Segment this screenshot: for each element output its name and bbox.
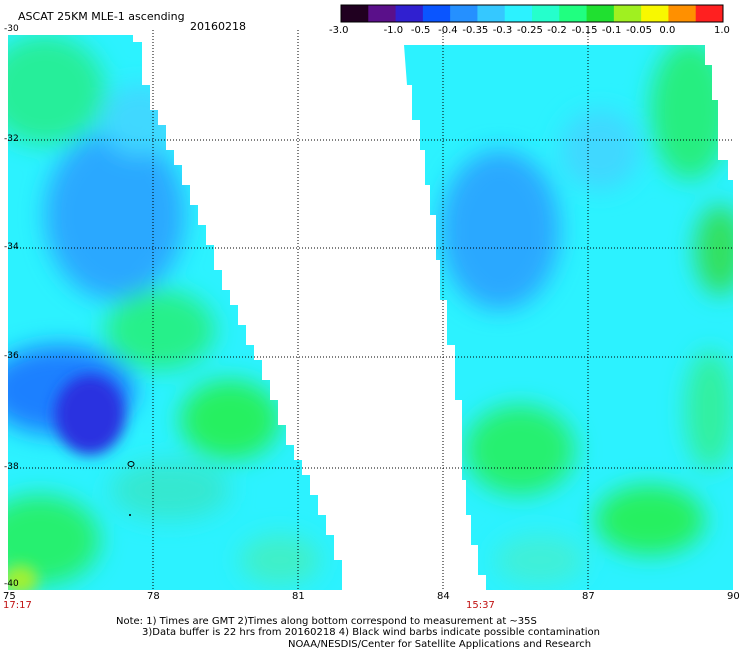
colorbar-swatch: [450, 5, 478, 22]
latitude-label: -40: [4, 579, 19, 589]
colorbar-swatch: [586, 5, 615, 22]
colorbar-label: -0.05: [626, 25, 653, 36]
colorbar-swatch: [641, 5, 669, 22]
colorbar-label: -0.15: [571, 25, 598, 36]
colorbar-swatch: [422, 5, 451, 22]
footer-credit: NOAA/NESDIS/Center for Satellite Applica…: [288, 639, 592, 650]
map-date: 20160218: [190, 20, 246, 33]
colorbar-label: 1.0: [714, 25, 730, 36]
colorbar-swatch: [395, 5, 424, 22]
latitude-label: -30: [4, 24, 19, 34]
latitude-label: -32: [4, 134, 19, 144]
pass-time-right: 15:37: [466, 600, 495, 611]
colorbar-label: -0.4: [438, 25, 458, 36]
colorbar-swatch: [477, 5, 506, 22]
colorbar-label: -0.1: [601, 25, 622, 36]
colorbar-label: 0.0: [659, 25, 676, 36]
colorbar-swatches: [341, 5, 724, 22]
longitude-label: 78: [147, 591, 160, 602]
colorbar: [340, 4, 724, 23]
colorbar-label: -0.3: [492, 25, 513, 36]
colorbar-label: -0.25: [517, 25, 543, 36]
lat-lon-grid: [8, 30, 733, 590]
colorbar-label: -0.2: [547, 25, 567, 36]
pass-time-left: 17:17: [3, 600, 32, 611]
colorbar-label: -0.5: [410, 25, 431, 36]
colorbar-label: -3.0: [329, 25, 349, 36]
colorbar-label: -1.0: [383, 25, 404, 36]
colorbar-swatch: [341, 5, 369, 22]
latitude-label: -36: [4, 351, 19, 361]
colorbar-swatch: [668, 5, 697, 22]
colorbar-swatch: [613, 5, 642, 22]
colorbar-swatch: [559, 5, 588, 22]
footer-note-line1: Note: 1) Times are GMT 2)Times along bot…: [116, 616, 537, 627]
longitude-label: 75: [3, 591, 16, 602]
contamination-marker: [127, 461, 135, 467]
longitude-label: 84: [437, 591, 450, 602]
colorbar-label: -0.35: [462, 25, 489, 36]
colorbar-swatch: [368, 5, 397, 22]
colorbar-swatch: [695, 5, 724, 22]
footer-note-line2: 3)Data buffer is 22 hrs from 20160218 4)…: [142, 627, 600, 638]
longitude-label: 87: [582, 591, 595, 602]
colorbar-swatch: [504, 5, 533, 22]
colorbar-swatch: [532, 5, 560, 22]
map-title: ASCAT 25KM MLE-1 ascending: [18, 10, 185, 23]
latitude-label: -34: [4, 242, 19, 252]
longitude-label: 90: [727, 591, 740, 602]
longitude-label: 81: [292, 591, 305, 602]
right-swath: [404, 45, 733, 590]
latitude-label: -38: [4, 462, 19, 472]
contamination-marker: [129, 514, 131, 516]
